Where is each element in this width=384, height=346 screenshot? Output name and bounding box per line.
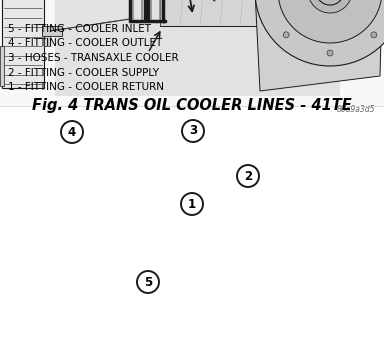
Text: 3 - HOSES - TRANSAXLE COOLER: 3 - HOSES - TRANSAXLE COOLER — [8, 53, 179, 63]
Text: 80a9a3d5: 80a9a3d5 — [336, 105, 375, 114]
Text: 3: 3 — [189, 125, 197, 137]
Text: Fig. 4 TRANS OIL COOLER LINES - 41TE: Fig. 4 TRANS OIL COOLER LINES - 41TE — [32, 98, 352, 113]
Text: 2 - FITTING - COOLER SUPPLY: 2 - FITTING - COOLER SUPPLY — [8, 67, 159, 78]
Circle shape — [136, 271, 159, 293]
Circle shape — [61, 120, 83, 144]
Circle shape — [137, 271, 159, 293]
Circle shape — [237, 164, 260, 188]
Bar — [0, 46, 4, 86]
Circle shape — [255, 0, 384, 66]
Circle shape — [182, 119, 205, 143]
Circle shape — [180, 192, 204, 216]
Text: 4 - FITTING - COOLER OUTLET: 4 - FITTING - COOLER OUTLET — [8, 38, 162, 48]
Bar — [55, 0, 340, 96]
Bar — [42, 26, 62, 36]
Bar — [0, 0, 384, 106]
Polygon shape — [255, 0, 382, 91]
Text: 5 - FITTING - COOLER INLET: 5 - FITTING - COOLER INLET — [8, 24, 151, 34]
Bar — [2, 0, 44, 88]
Text: 5: 5 — [144, 275, 152, 289]
Circle shape — [61, 121, 83, 143]
Circle shape — [308, 0, 352, 13]
Text: 1 - FITTING - COOLER RETURN: 1 - FITTING - COOLER RETURN — [8, 82, 164, 92]
Circle shape — [371, 32, 377, 38]
Text: 2: 2 — [244, 170, 252, 182]
Circle shape — [283, 32, 289, 38]
Bar — [160, 0, 280, 26]
Circle shape — [181, 193, 203, 215]
Circle shape — [182, 120, 204, 142]
Bar — [44, 26, 50, 46]
Circle shape — [327, 50, 333, 56]
Circle shape — [278, 0, 382, 43]
Text: 4: 4 — [68, 126, 76, 138]
Text: 1: 1 — [188, 198, 196, 210]
Circle shape — [237, 165, 259, 187]
